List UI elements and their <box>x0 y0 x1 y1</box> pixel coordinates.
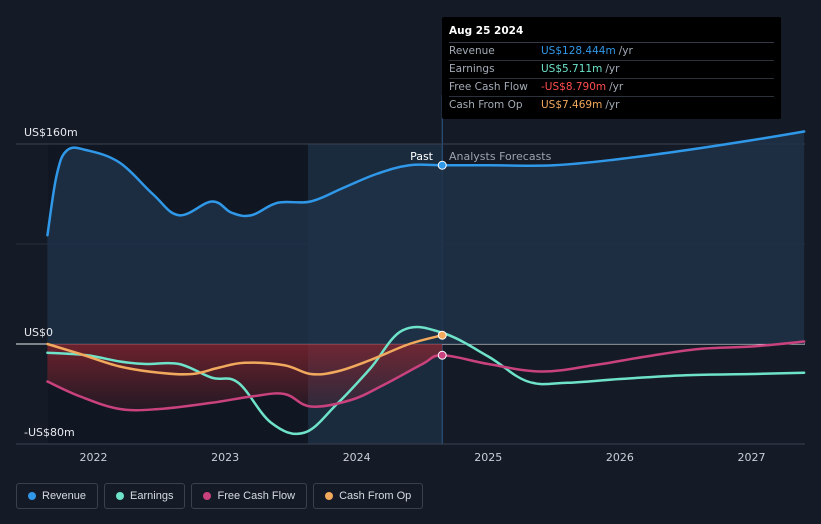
legend: Revenue Earnings Free Cash Flow Cash Fro… <box>16 483 424 509</box>
tooltip-unit: /yr <box>605 99 620 111</box>
tooltip-unit: /yr <box>618 45 633 57</box>
earnings-line <box>46 325 806 436</box>
tooltip-row-earnings: Earnings US$5.711m /yr <box>449 61 774 79</box>
revenue-area <box>47 131 805 344</box>
legend-item-earnings[interactable]: Earnings <box>104 483 186 509</box>
revenue-dot-icon <box>28 492 36 500</box>
revenue-line <box>46 130 806 237</box>
legend-item-revenue[interactable]: Revenue <box>16 483 99 509</box>
legend-label: Cash From Op <box>339 490 412 502</box>
forecast-label: Analysts Forecasts <box>449 150 552 163</box>
y-label-bottom: -US$80m <box>24 426 75 439</box>
tooltip-label: Earnings <box>449 63 495 75</box>
tooltip-label: Revenue <box>449 45 495 57</box>
fcf-marker <box>437 350 447 360</box>
free-cash-flow-dot-icon <box>203 492 212 500</box>
cfo-marker <box>437 330 447 340</box>
x-tick-label: 2027 <box>738 451 766 464</box>
legend-label: Free Cash Flow <box>217 490 296 502</box>
revenue-marker <box>437 160 447 170</box>
legend-label: Revenue <box>42 490 87 502</box>
tooltip-date: Aug 25 2024 <box>449 23 774 43</box>
cfo-line <box>46 334 444 376</box>
x-tick-label: 2024 <box>343 451 371 464</box>
tooltip: Aug 25 2024 Revenue US$128.444m /yr Earn… <box>442 17 781 119</box>
x-tick-label: 2026 <box>606 451 634 464</box>
legend-item-free-cash-flow[interactable]: Free Cash Flow <box>191 483 308 509</box>
tooltip-label: Cash From Op <box>449 99 523 111</box>
tooltip-label: Free Cash Flow <box>449 81 528 93</box>
y-label-top: US$160m <box>24 126 78 139</box>
fcf-line <box>46 340 806 412</box>
tooltip-value: US$128.444m <box>541 45 616 57</box>
negative-area <box>47 344 443 411</box>
tooltip-value: US$7.469m <box>541 99 603 111</box>
legend-label: Earnings <box>130 490 174 502</box>
y-label-zero: US$0 <box>24 326 53 339</box>
tooltip-unit: /yr <box>605 63 620 75</box>
cash-from-op-dot-icon <box>325 492 334 500</box>
tooltip-value: US$5.711m <box>541 63 603 75</box>
legend-item-cash-from-op[interactable]: Cash From Op <box>313 483 424 509</box>
tooltip-value: -US$8.790m <box>541 81 607 93</box>
x-tick-label: 2023 <box>211 451 239 464</box>
tooltip-row-fcf: Free Cash Flow -US$8.790m /yr <box>449 79 774 97</box>
x-tick-label: 2022 <box>80 451 108 464</box>
past-label: Past <box>410 150 434 163</box>
tooltip-row-cfo: Cash From Op US$7.469m /yr <box>449 97 774 114</box>
earnings-dot-icon <box>116 492 125 500</box>
x-tick-label: 2025 <box>474 451 502 464</box>
tooltip-unit: /yr <box>609 81 624 93</box>
tooltip-row-revenue: Revenue US$128.444m /yr <box>449 43 774 61</box>
